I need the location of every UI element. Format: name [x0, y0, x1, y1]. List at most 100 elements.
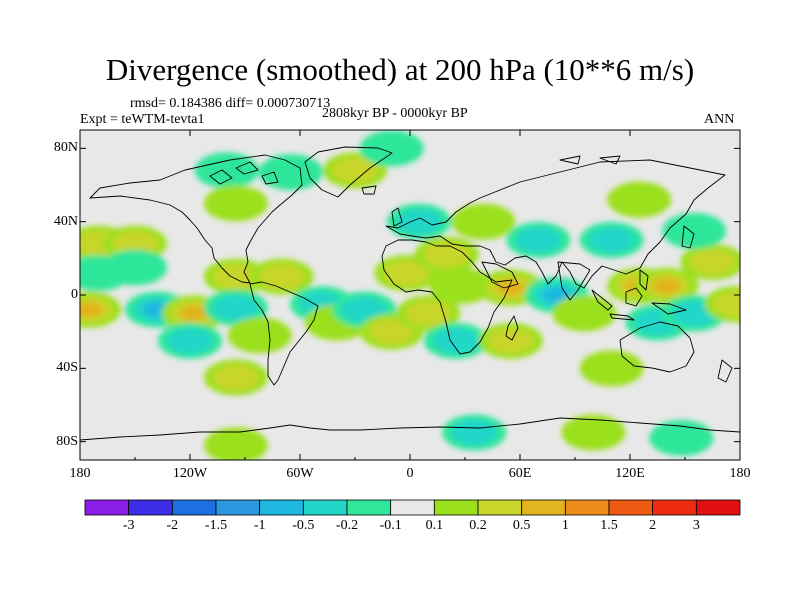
anomaly-blob-36-level-2	[652, 277, 681, 294]
lat-tick-80n: 80N	[53, 140, 78, 155]
lon-tick-60e: 60E	[508, 466, 532, 481]
coast-greenland	[304, 146, 393, 198]
coast-arabia	[481, 261, 519, 289]
anomaly-blob-22-level-0	[359, 130, 424, 167]
lon-tick-180w: 180	[69, 466, 91, 481]
anomaly-blob-21-level-1	[331, 157, 379, 184]
coast-iceland	[361, 185, 377, 195]
coast-philippines	[639, 269, 649, 291]
coast-india	[557, 261, 591, 301]
anomaly-blob-34-level-1	[588, 227, 635, 253]
colorbar-swatch-2	[171, 499, 217, 516]
anomaly-blob-9-level-1	[258, 263, 305, 290]
anomaly-blob-28-level-0	[451, 203, 516, 240]
anomaly-blob-3-level-0	[103, 249, 167, 286]
colorbar-swatch-13	[652, 499, 697, 516]
lon-tick-60w: 60W	[286, 466, 314, 481]
anomaly-blob-13-level-0	[203, 427, 268, 460]
anomaly-blob-47-level-1	[396, 208, 443, 235]
anomaly-blob-31-level-1	[487, 327, 534, 354]
coast-japan	[681, 225, 695, 249]
colorbar-label-13: 3	[692, 518, 700, 533]
colorbar-label-5: -0.2	[335, 518, 359, 533]
colorbar-label-1: -2	[166, 518, 179, 533]
period-label: 2808kyr BP - 0000kyr BP	[322, 106, 468, 121]
coast-eurasia	[385, 159, 726, 289]
anomaly-blob-42-level-0	[662, 212, 727, 249]
lat-tick-80s: 80S	[56, 434, 78, 449]
axis-ticks	[79, 130, 741, 460]
anomaly-blob-7-level-1	[166, 327, 214, 354]
colorbar-label-4: -0.5	[292, 518, 315, 533]
anomaly-blob-19-level-0	[203, 185, 268, 222]
anomaly-blob-4-level-2	[80, 301, 104, 318]
lat-tick-40n: 40N	[53, 214, 78, 229]
colorbar-label-0: -3	[122, 518, 135, 533]
coast-antarctica	[80, 417, 740, 441]
anomaly-blob-20-level-0	[258, 154, 323, 191]
anomaly-blob-30-level-1	[515, 227, 562, 253]
coast-uk	[391, 207, 403, 227]
lat-tick-0: 0	[71, 287, 78, 302]
anomaly-blob-39-level-1	[689, 249, 736, 275]
colorbar-swatch-4	[259, 499, 304, 516]
anomaly-blob-25-level-1	[423, 241, 470, 268]
colorbar-label-3: -1	[253, 518, 266, 533]
anomaly-fields	[80, 130, 740, 460]
stats-label: rmsd= 0.184386 diff= 0.000730713	[130, 96, 331, 111]
colorbar-label-2: -1.5	[204, 518, 228, 533]
colorbar-swatch-7	[390, 499, 435, 516]
colorbar-label-6: -0.1	[379, 518, 402, 533]
coast-borneo	[625, 287, 643, 307]
anomaly-blob-41-level-0	[579, 350, 644, 387]
coast-south-america	[249, 281, 319, 386]
coast-new-guinea	[651, 302, 687, 315]
coast-sumatra	[591, 289, 613, 311]
anomaly-blob-45-level-1	[451, 419, 498, 446]
lon-tick-180e: 180	[729, 466, 751, 481]
anomaly-blob-23-level-1	[383, 260, 430, 286]
colorbar-swatch-3	[215, 499, 261, 516]
coastlines	[80, 146, 740, 441]
anomaly-blob-33-level-0	[552, 295, 617, 332]
anomaly-blob-40-level-1	[713, 291, 740, 318]
experiment-label: Expt = teWTM-tevta1	[80, 112, 205, 127]
anomaly-blob-1-level-1	[111, 230, 159, 257]
anomaly-blob-26-level-1	[432, 327, 479, 354]
colorbar-label-11: 1.5	[600, 518, 618, 533]
season-label: ANN	[704, 112, 735, 127]
anomaly-blob-12-level-1	[212, 364, 259, 391]
map-title: Divergence (smoothed) at 200 hPa (10**6 …	[105, 52, 695, 87]
coast-arctic-islands	[209, 155, 621, 185]
anomaly-blob-6-level-2	[179, 305, 208, 322]
colorbar-swatch-11	[564, 499, 610, 516]
anomaly-blob-24-level-1	[405, 300, 452, 327]
anomaly-blob-43-level-0	[607, 181, 672, 218]
lat-tick-40s: 40S	[56, 360, 78, 375]
coast-madagascar	[505, 315, 519, 341]
anomaly-blob-10-level-1	[212, 294, 259, 321]
colorbar-swatch-5	[302, 499, 348, 516]
colorbar-label-9: 0.5	[512, 518, 531, 533]
colorbar-label-7: 0.1	[425, 518, 444, 533]
anomaly-blob-27-level-0	[429, 267, 494, 304]
coast-new-zealand	[717, 359, 733, 383]
coast-australia	[619, 321, 695, 373]
colorbar-swatch-8	[433, 499, 479, 516]
anomaly-blob-17-level-1	[368, 318, 415, 345]
colorbar-swatch-14	[695, 499, 741, 516]
lon-tick-120e: 120E	[615, 466, 645, 481]
coast-africa	[381, 239, 513, 355]
coast-java	[609, 313, 635, 321]
colorbar-label-8: 0.2	[469, 518, 487, 533]
colorbar	[84, 499, 741, 516]
colorbar-swatch-9	[477, 499, 523, 516]
colorbar-swatch-0	[84, 499, 130, 516]
lon-tick-0: 0	[406, 466, 414, 481]
colorbar-swatch-1	[128, 499, 173, 516]
colorbar-label-10: 1	[561, 518, 569, 533]
coast-north-america	[89, 154, 303, 284]
anomaly-blob-11-level-0	[227, 317, 292, 354]
anomaly-blob-46-level-0	[649, 420, 714, 456]
